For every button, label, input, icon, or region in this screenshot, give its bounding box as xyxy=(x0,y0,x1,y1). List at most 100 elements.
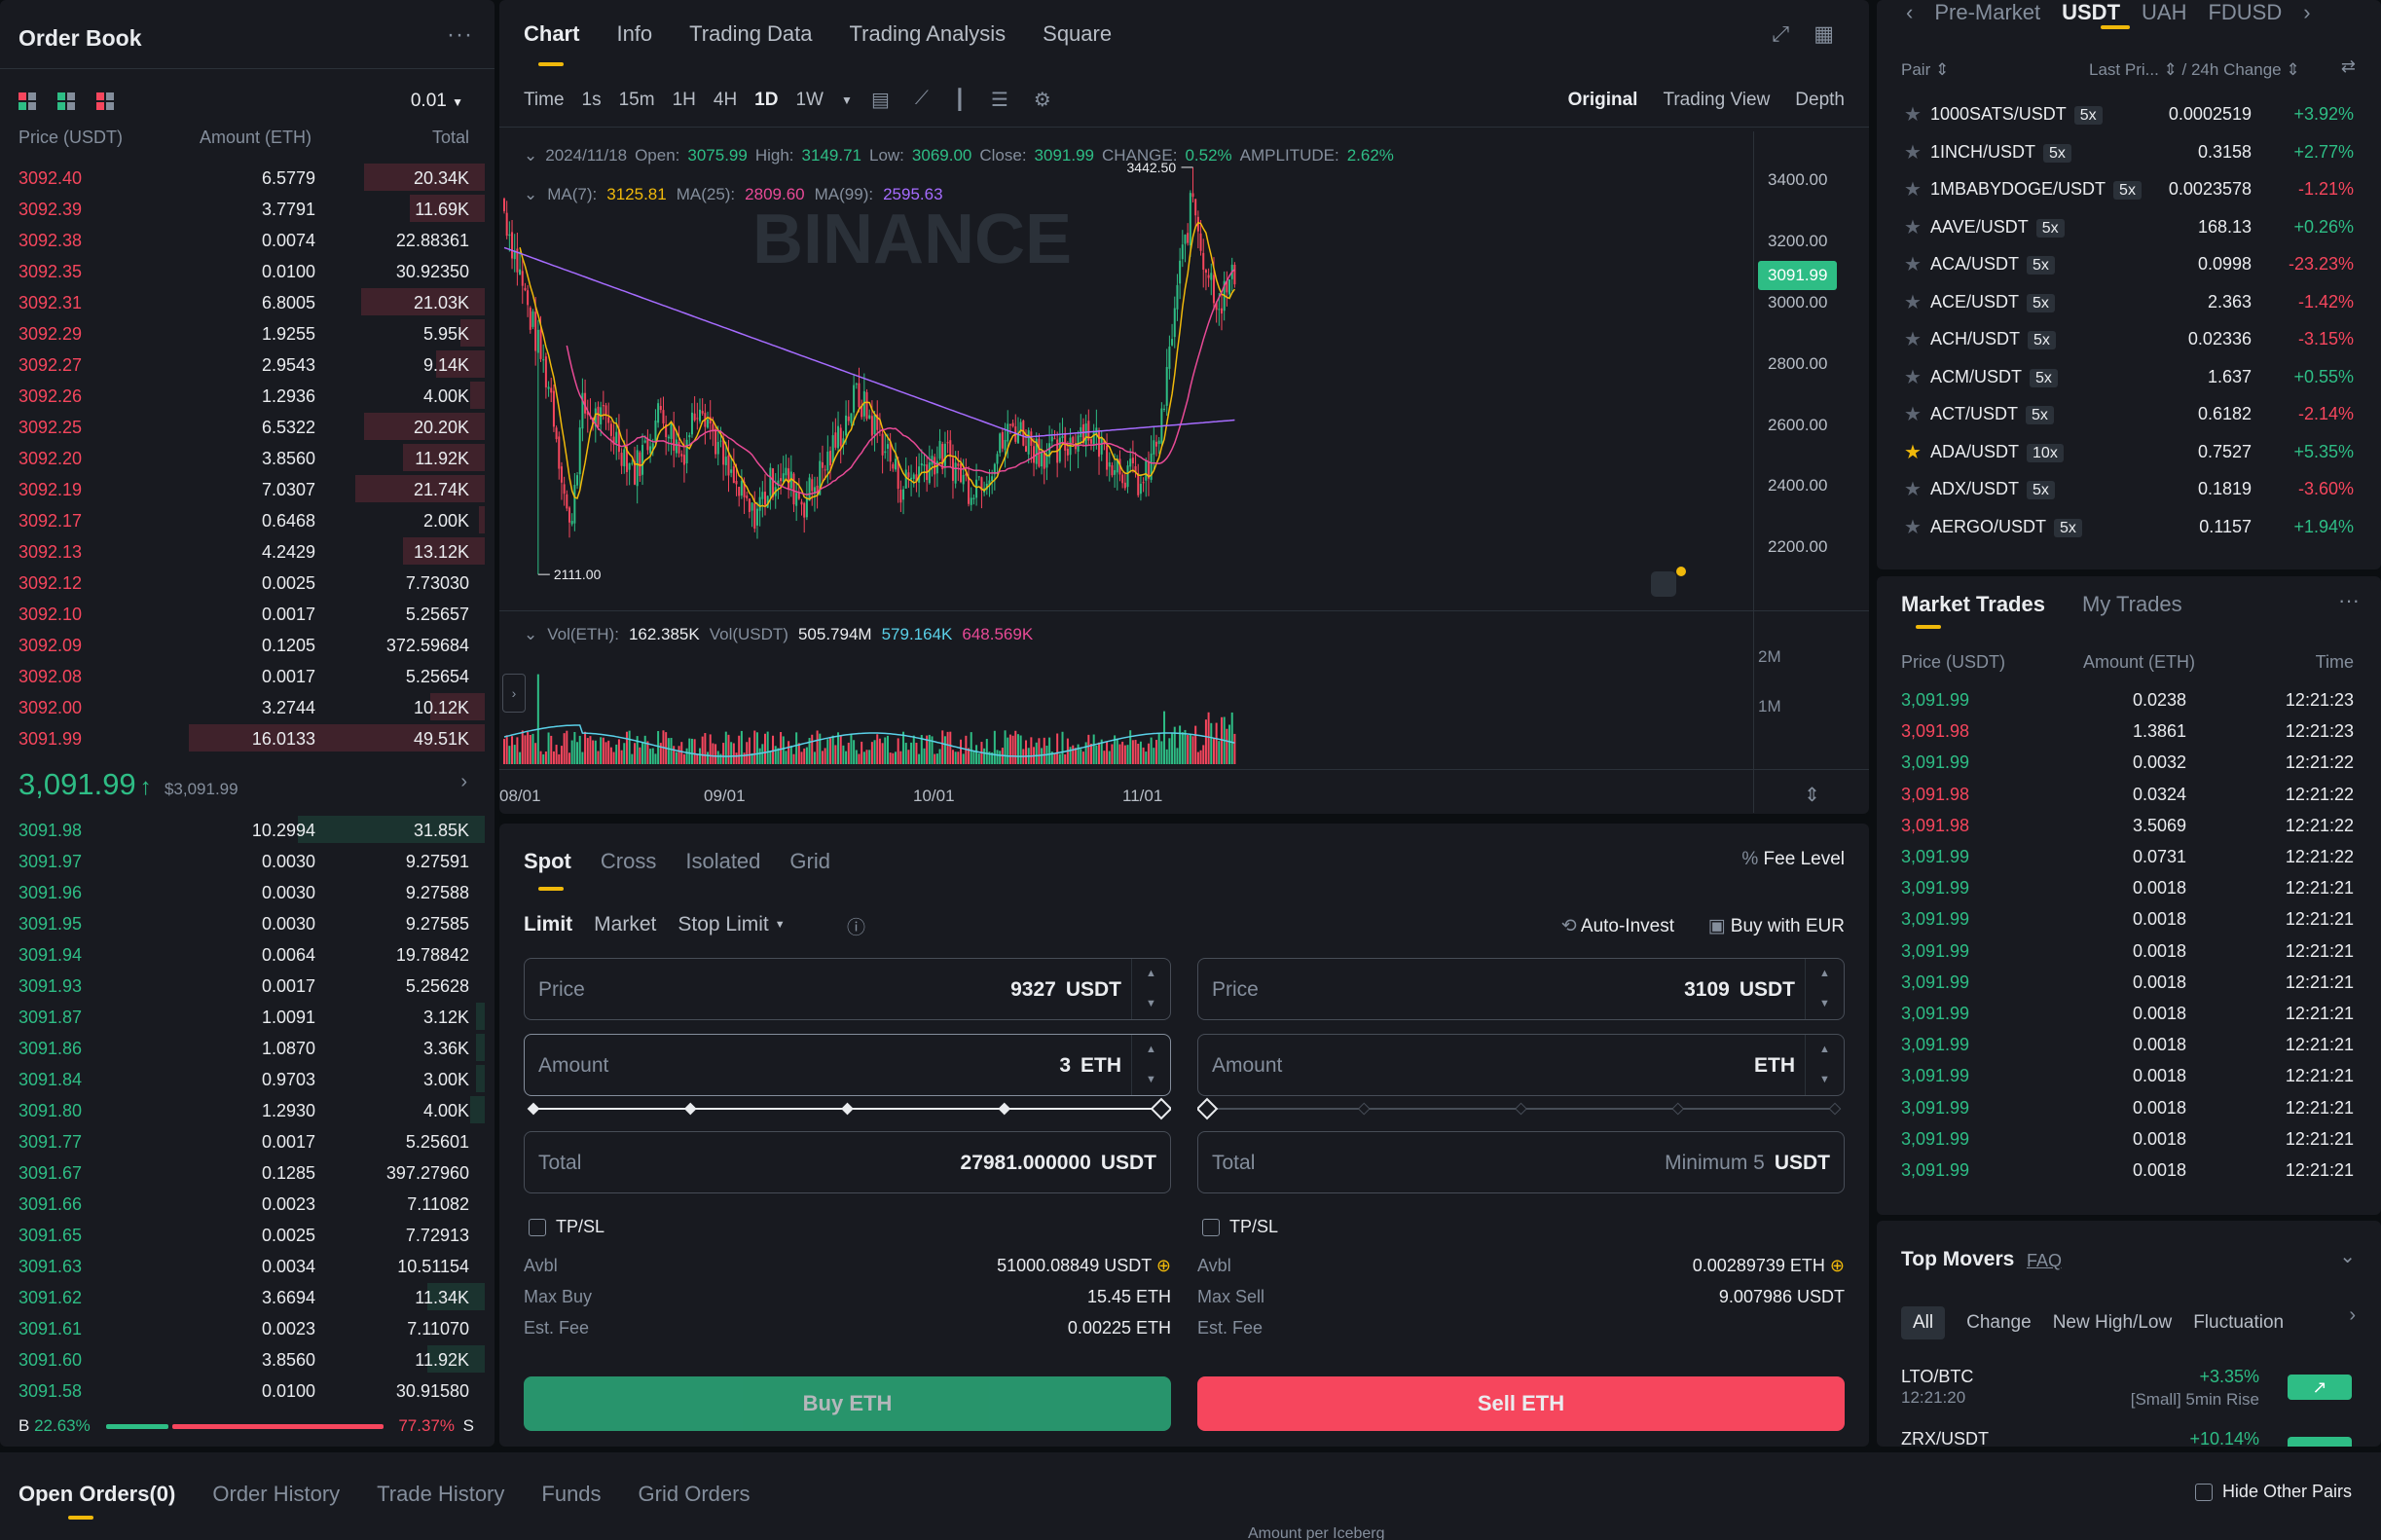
more-options-icon[interactable]: ··· xyxy=(447,21,473,48)
trade-mode-tab[interactable]: Grid xyxy=(789,849,830,873)
favorite-star-icon[interactable]: ★ xyxy=(1904,104,1922,126)
chart-view-option[interactable]: Original xyxy=(1567,90,1638,110)
favorite-star-icon[interactable]: ★ xyxy=(1904,441,1922,463)
quote-tab[interactable]: Pre-Market xyxy=(1934,0,2041,24)
order-type-tab[interactable]: Market xyxy=(594,913,657,935)
bid-row[interactable]: 3091.97 0.0030 9.27591 xyxy=(0,845,495,876)
pair-row[interactable]: ★ 1MBABYDOGE/USDT 5x 0.0023578 -1.21% xyxy=(1877,169,2381,206)
mover-pair[interactable]: ZRX/USDT xyxy=(1901,1429,1989,1447)
chart-tab[interactable]: Square xyxy=(1043,21,1113,46)
ask-row[interactable]: 3092.20 3.8560 11.92K xyxy=(0,442,495,473)
pair-row[interactable]: ★ ACT/USDT 5x 0.6182 -2.14% xyxy=(1877,394,2381,431)
trades-tab[interactable]: My Trades xyxy=(2081,592,2182,616)
step-down-icon[interactable]: ▼ xyxy=(1146,1074,1156,1085)
orders-tab[interactable]: Grid Orders xyxy=(638,1482,751,1506)
trade-mode-tab[interactable]: Isolated xyxy=(685,849,761,873)
buy-with-eur-link[interactable]: ▣ Buy with EUR xyxy=(1708,915,1845,937)
ask-row[interactable]: 3092.08 0.0017 5.25654 xyxy=(0,660,495,691)
fee-level-link[interactable]: % Fee Level xyxy=(1741,849,1845,870)
buy-amount-slider[interactable] xyxy=(524,1094,1171,1123)
slider-step[interactable] xyxy=(1357,1102,1371,1116)
pair-row[interactable]: ★ AERGO/USDT 5x 0.1157 +1.94% xyxy=(1877,507,2381,544)
movers-tab[interactable]: New High/Low xyxy=(2052,1312,2173,1333)
bid-row[interactable]: 3091.95 0.0030 9.27585 xyxy=(0,907,495,938)
bid-row[interactable]: 3091.77 0.0017 5.25601 xyxy=(0,1125,495,1156)
step-up-icon[interactable]: ▲ xyxy=(1819,968,1830,979)
step-up-icon[interactable]: ▲ xyxy=(1819,1044,1830,1055)
chart-tab[interactable]: Trading Data xyxy=(689,21,813,46)
ask-row[interactable]: 3092.39 3.7791 11.69K xyxy=(0,193,495,224)
pair-row[interactable]: ★ ACE/USDT 5x 2.363 -1.42% xyxy=(1877,282,2381,319)
bid-row[interactable]: 3091.80 1.2930 4.00K xyxy=(0,1094,495,1125)
bid-row[interactable]: 3091.58 0.0100 30.91580 xyxy=(0,1375,495,1406)
slider-step[interactable] xyxy=(527,1102,540,1116)
buy-eth-button[interactable]: Buy ETH xyxy=(524,1376,1171,1431)
bid-row[interactable]: 3091.94 0.0064 19.78842 xyxy=(0,938,495,970)
mover-pair[interactable]: LTO/BTC xyxy=(1901,1367,1974,1386)
chevron-right-icon[interactable]: › xyxy=(2349,1304,2356,1326)
timeframe-option[interactable]: 15m xyxy=(618,90,655,110)
asks-only-view-icon[interactable] xyxy=(96,92,114,110)
bid-row[interactable]: 3091.96 0.0030 9.27588 xyxy=(0,876,495,907)
order-type-tab[interactable]: Limit xyxy=(524,913,573,935)
hide-other-pairs-checkbox[interactable]: Hide Other Pairs xyxy=(2194,1482,2352,1502)
pair-row[interactable]: ★ 1000SATS/USDT 5x 0.0002519 +3.92% xyxy=(1877,94,2381,131)
favorite-star-icon[interactable]: ★ xyxy=(1904,179,1922,201)
orders-tab[interactable]: Open Orders(0) xyxy=(18,1482,176,1506)
movers-tab[interactable]: All xyxy=(1901,1306,1946,1339)
add-funds-icon[interactable]: ⊕ xyxy=(1829,1256,1845,1275)
calendar-icon[interactable]: ▤ xyxy=(871,90,890,111)
movers-tab[interactable]: Fluctuation xyxy=(2193,1312,2285,1333)
favorite-star-icon[interactable]: ★ xyxy=(1904,216,1922,238)
timeframe-option[interactable]: 1D xyxy=(754,90,779,110)
sell-amount-slider[interactable] xyxy=(1197,1094,1845,1123)
checkbox[interactable] xyxy=(1202,1218,1220,1236)
bid-row[interactable]: 3091.61 0.0023 7.11070 xyxy=(0,1312,495,1343)
chart-tab[interactable]: Chart xyxy=(524,21,580,46)
layout-icon[interactable]: ▦ xyxy=(1813,21,1834,46)
info-icon[interactable]: ⓘ xyxy=(847,918,866,938)
pair-row[interactable]: ★ ACH/USDT 5x 0.02336 -3.15% xyxy=(1877,319,2381,356)
checkbox[interactable] xyxy=(2194,1483,2213,1501)
timeframe-option[interactable]: 1s xyxy=(581,90,602,110)
favorite-star-icon[interactable]: ★ xyxy=(1904,329,1922,350)
collapse-icon[interactable]: ⌄ xyxy=(524,185,538,203)
step-down-icon[interactable]: ▼ xyxy=(1819,1074,1830,1085)
chart-view-option[interactable]: Trading View xyxy=(1663,90,1771,110)
collapse-icon[interactable]: ⌄ xyxy=(2339,1246,2356,1267)
orders-tab[interactable]: Trade History xyxy=(377,1482,505,1506)
pair-row[interactable]: ★ ACM/USDT 5x 1.637 +0.55% xyxy=(1877,357,2381,394)
both-sides-view-icon[interactable] xyxy=(18,92,36,110)
ask-row[interactable]: 3092.26 1.2936 4.00K xyxy=(0,380,495,411)
slider-handle[interactable] xyxy=(1197,1097,1219,1120)
bid-row[interactable]: 3091.93 0.0017 5.25628 xyxy=(0,970,495,1001)
chevron-right-icon[interactable]: › xyxy=(460,771,467,792)
quote-tab[interactable]: USDT xyxy=(2062,0,2121,24)
bid-row[interactable]: 3091.84 0.9703 3.00K xyxy=(0,1063,495,1094)
ask-row[interactable]: 3091.99 16.0133 49.51K xyxy=(0,722,495,753)
pair-header[interactable]: Pair ⇕ xyxy=(1901,60,1949,80)
chart-tab[interactable]: Info xyxy=(616,21,653,46)
favorite-star-icon[interactable]: ★ xyxy=(1904,366,1922,388)
slider-handle[interactable] xyxy=(1150,1097,1171,1120)
ask-row[interactable]: 3092.00 3.2744 10.12K xyxy=(0,691,495,722)
bid-row[interactable]: 3091.66 0.0023 7.11082 xyxy=(0,1188,495,1219)
fullscreen-icon[interactable]: ⤢ xyxy=(1772,21,1789,46)
bid-row[interactable]: 3091.62 3.6694 11.34K xyxy=(0,1281,495,1312)
sell-total-input[interactable]: Total Minimum 5 USDT xyxy=(1197,1131,1845,1193)
amount-stepper[interactable]: ▲ ▼ xyxy=(1131,1035,1170,1095)
sell-eth-button[interactable]: Sell ETH xyxy=(1197,1376,1845,1431)
ask-row[interactable]: 3092.09 0.1205 372.59684 xyxy=(0,629,495,660)
favorite-star-icon[interactable]: ★ xyxy=(1904,516,1922,538)
favorite-star-icon[interactable]: ★ xyxy=(1904,254,1922,275)
bid-row[interactable]: 3091.63 0.0034 10.51154 xyxy=(0,1250,495,1281)
bid-row[interactable]: 3091.65 0.0025 7.72913 xyxy=(0,1219,495,1250)
quote-tab[interactable]: FDUSD xyxy=(2208,0,2283,24)
slider-step[interactable] xyxy=(998,1102,1011,1116)
scale-icon[interactable]: ⇕ xyxy=(1804,785,1820,806)
bid-row[interactable]: 3091.87 1.0091 3.12K xyxy=(0,1001,495,1032)
ask-row[interactable]: 3092.25 6.5322 20.20K xyxy=(0,411,495,442)
drawing-icon[interactable]: ☰ xyxy=(990,90,1008,111)
bid-row[interactable]: 3091.86 1.0870 3.36K xyxy=(0,1032,495,1063)
chevron-right-icon[interactable]: › xyxy=(2303,0,2311,24)
